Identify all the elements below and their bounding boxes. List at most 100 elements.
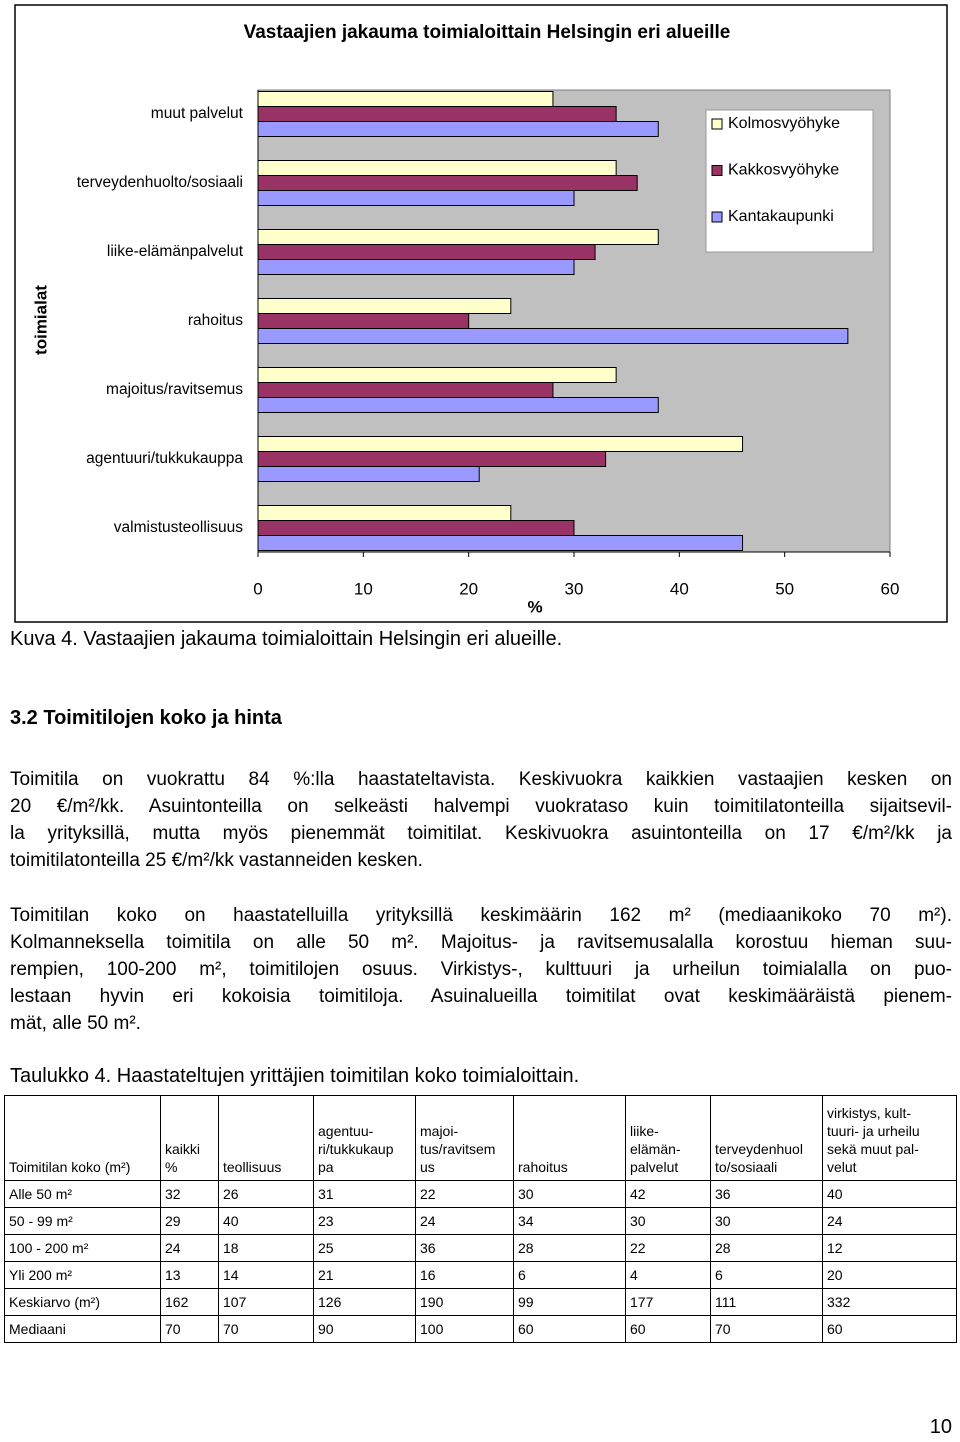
table-cell: 25 <box>313 1234 416 1262</box>
bar <box>257 91 554 107</box>
table-cell: 42 <box>625 1180 711 1208</box>
bar <box>257 397 659 413</box>
bar <box>257 121 659 137</box>
table-row: Keskiarvo (m²) 162 107 126 190 99 177 111 332 <box>4 1288 957 1316</box>
x-tick-label: 40 <box>670 579 689 598</box>
table: Toimitilan koko (m²) kaikki % teollisuus ag… <box>4 1095 957 1343</box>
table-cell: 60 <box>822 1315 957 1343</box>
table-cell: 70 <box>710 1315 823 1343</box>
bar <box>257 451 607 467</box>
header-cell: liike- elämän- palvelut <box>625 1095 711 1181</box>
chart-title: Vastaajien jakauma toimialoittain Helsin… <box>244 22 731 43</box>
table-cell: 18 <box>218 1234 314 1262</box>
paragraph: Toimitilan koko on haastatelluilla yrity… <box>10 902 952 1037</box>
table-caption: Taulukko 4. Haastateltujen yrittäjien to… <box>10 1065 580 1087</box>
bar <box>257 106 617 122</box>
legend-label: Kolmosvyöhyke <box>728 115 840 132</box>
table-cell: 190 <box>415 1288 514 1316</box>
bar <box>257 382 554 398</box>
x-axis-title: % <box>527 597 542 616</box>
figure-caption: Kuva 4. Vastaajien jakauma toimialoittai… <box>10 628 563 650</box>
y-tick-label: valmistusteollisuus <box>114 519 243 536</box>
table-cell: 23 <box>313 1207 416 1235</box>
bar <box>257 313 470 329</box>
x-tick-label: 10 <box>354 579 373 598</box>
table-cell: 14 <box>218 1261 314 1289</box>
header-cell: virkistys, kult- tuuri- ja urheilu sekä … <box>822 1095 957 1181</box>
y-tick-label: muut palvelut <box>151 105 244 122</box>
text-line: Kolmanneksella toimitila on alle 50 m². … <box>10 932 952 953</box>
table-cell: 90 <box>313 1315 416 1343</box>
table-cell: 34 <box>513 1207 626 1235</box>
table-cell: 24 <box>415 1207 514 1235</box>
bar <box>257 190 575 206</box>
table-cell: 126 <box>313 1288 416 1316</box>
table-cell: 31 <box>313 1180 416 1208</box>
bar <box>257 535 744 551</box>
header-cell: majoi- tus/ravitsem us <box>415 1095 514 1181</box>
table-cell: 32 <box>160 1180 219 1208</box>
table-cell: 100 - 200 m² <box>4 1234 161 1262</box>
table-row: Yli 200 m² 13 14 21 16 6 4 6 20 <box>4 1261 957 1289</box>
table-cell: 24 <box>822 1207 957 1235</box>
table-cell: 16 <box>415 1261 514 1289</box>
table-cell: 111 <box>710 1288 823 1316</box>
table-cell: 12 <box>822 1234 957 1262</box>
table-cell: 177 <box>625 1288 711 1316</box>
table-cell: 50 - 99 m² <box>4 1207 161 1235</box>
table-row: 50 - 99 m² 29 40 23 24 34 30 30 24 <box>4 1207 957 1235</box>
section-heading: 3.2 Toimitilojen koko ja hinta <box>10 707 282 729</box>
table-cell: 28 <box>513 1234 626 1262</box>
table-cell: 70 <box>160 1315 219 1343</box>
table-cell: 70 <box>218 1315 314 1343</box>
table-row: Alle 50 m² 32 26 31 22 30 42 36 40 <box>4 1180 957 1208</box>
table-header-row: Toimitilan koko (m²) kaikki % teollisuus ag… <box>4 1095 957 1181</box>
x-tick-label: 30 <box>565 579 584 598</box>
paragraph: Toimitila on vuokrattu 84 %:lla haastate… <box>10 766 952 874</box>
header-cell: agentuu- ri/tukkukaup pa <box>313 1095 416 1181</box>
table-cell: 40 <box>218 1207 314 1235</box>
header-cell: teollisuus <box>218 1095 314 1181</box>
legend-swatch <box>711 165 723 176</box>
text-line: Toimitila on vuokrattu 84 %:lla haastate… <box>10 769 952 790</box>
text-line: toimitilatonteilla 25 €/m²/kk vastanneid… <box>10 850 423 871</box>
table-cell: 60 <box>513 1315 626 1343</box>
table-row: 100 - 200 m² 24 18 25 36 28 22 28 12 <box>4 1234 957 1262</box>
x-tick-label: 60 <box>881 579 900 598</box>
bar <box>257 505 512 521</box>
table-cell: 36 <box>415 1234 514 1262</box>
legend-swatch <box>711 118 723 130</box>
bar <box>257 520 575 536</box>
text-line: mät, alle 50 m². <box>10 1013 141 1034</box>
table-cell: 100 <box>415 1315 514 1343</box>
bar <box>257 298 512 314</box>
legend-label: Kakkosvyöhyke <box>728 162 839 179</box>
text-line: Toimitilan koko on haastatelluilla yrity… <box>10 905 952 926</box>
y-tick-label: agentuuri/tukkukauppa <box>86 450 243 467</box>
table-cell: 99 <box>513 1288 626 1316</box>
text-line: rempien, 100-200 m², toimitilojen osuus.… <box>10 959 952 980</box>
table-cell: 21 <box>313 1261 416 1289</box>
bar <box>257 244 596 260</box>
y-tick-label: terveydenhuolto/sosiaali <box>77 174 243 191</box>
table-cell: 36 <box>710 1180 823 1208</box>
table-cell: 332 <box>822 1288 957 1316</box>
table-row: Mediaani 70 70 90 100 60 60 70 60 <box>4 1315 957 1343</box>
x-tick-label: 20 <box>459 579 478 598</box>
bar <box>257 328 849 344</box>
y-tick-label: liike-elämänpalvelut <box>107 243 244 260</box>
table-cell: 40 <box>822 1180 957 1208</box>
header-cell: terveydenhuol to/sosiaali <box>710 1095 823 1181</box>
table-cell: 60 <box>625 1315 711 1343</box>
page-number: 10 <box>929 1416 952 1438</box>
legend-label: Kantakaupunki <box>728 208 834 225</box>
bar <box>257 436 744 452</box>
bar <box>257 229 659 245</box>
bar <box>257 259 575 275</box>
table-cell: 162 <box>160 1288 219 1316</box>
table-cell: 6 <box>513 1261 626 1289</box>
bar <box>257 175 638 191</box>
table-cell: 22 <box>625 1234 711 1262</box>
text-line: 20 €/m²/kk. Asuintonteilla on selkeästi … <box>10 796 952 817</box>
legend-box <box>705 109 874 253</box>
